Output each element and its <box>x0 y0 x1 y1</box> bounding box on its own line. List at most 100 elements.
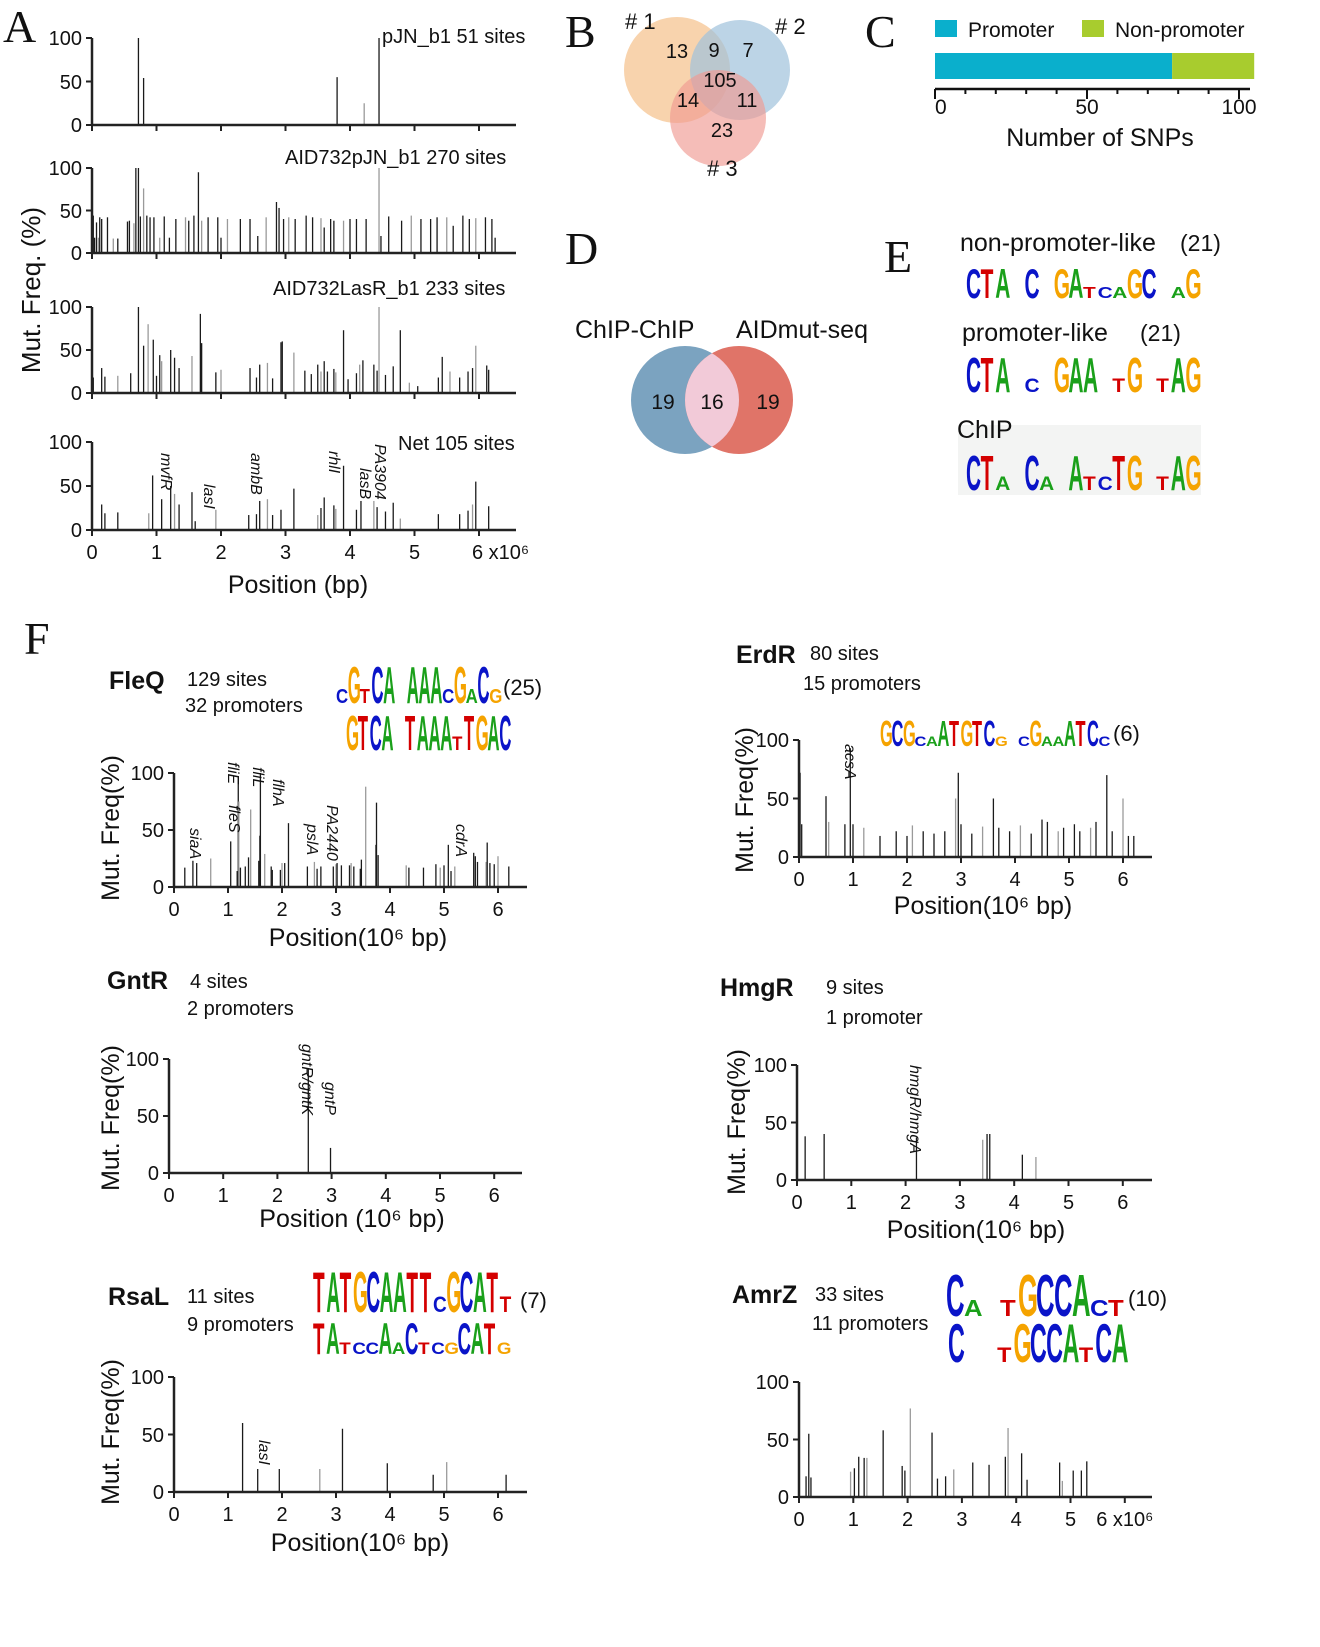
logo-letter: C <box>966 260 981 307</box>
x-tick-label: 4 <box>344 542 356 565</box>
logo-letter: T <box>1083 283 1096 301</box>
x-axis-label: Position(10⁶ bp) <box>893 891 1073 920</box>
logo-letter: T <box>981 349 994 404</box>
y-tick-label: 0 <box>777 1487 789 1510</box>
legend-swatch-promoter <box>935 20 957 37</box>
gene-label: PA2440 <box>322 804 340 861</box>
logo-letter: C <box>1025 447 1040 502</box>
venn-replicates <box>624 17 790 166</box>
y-tick-label: 50 <box>141 1424 164 1447</box>
sites-count: 4 sites <box>190 971 248 994</box>
logo-letter: A <box>926 734 938 750</box>
logo-letter: C <box>366 1339 380 1358</box>
x-tick-label: 6 <box>492 1504 504 1527</box>
gene-label: pslA <box>303 824 320 856</box>
y-tick-label: 50 <box>764 1112 787 1135</box>
x-axis-label: Position(10⁶ bp) <box>886 1215 1066 1244</box>
chart-erdr <box>793 739 1152 863</box>
set-label: AIDmut-seq <box>736 315 868 344</box>
logo-letter: G <box>880 712 893 753</box>
logo-letter: G <box>1013 1313 1031 1374</box>
logo-letter: A <box>471 1315 485 1364</box>
sites-count: 129 sites <box>187 669 268 692</box>
gene-label: lasI <box>255 1440 273 1466</box>
x-tick-label: 0 <box>935 95 947 119</box>
venn-chip-vs-aidmut <box>631 346 793 454</box>
chart-title: pJN_b1 51 sites <box>382 26 526 49</box>
gene-label: gntP <box>321 1081 339 1115</box>
logo-letter: T <box>1083 474 1096 495</box>
x-axis-label: Position(10⁶ bp) <box>268 923 448 952</box>
x-tick-label: 4 <box>384 1504 396 1527</box>
y-tick-label: 50 <box>766 1429 789 1452</box>
x-tick-label: 2 <box>276 1504 288 1527</box>
promoters-count: 9 promoters <box>187 1314 294 1337</box>
logo-letter: A <box>393 1261 407 1325</box>
logo-letter: T <box>340 1261 352 1325</box>
logo-letter: C <box>371 657 383 715</box>
logo-letter: A <box>379 1315 393 1364</box>
logo-letter: A <box>487 706 499 761</box>
y-tick-label: 100 <box>130 763 164 786</box>
regulator-name: AmrZ <box>732 1280 798 1309</box>
sequence-logo: C GT C A A A A C GA C G <box>336 657 502 715</box>
chart-title: AID732pJN_b1 270 sites <box>285 147 507 170</box>
y-axis-label: Mut. Freq(%) <box>96 755 125 901</box>
motif-site-count: (6) <box>1113 720 1140 746</box>
x-tick-label: 1 <box>845 1192 857 1215</box>
logo-letter: C <box>966 447 981 502</box>
chart-rsal <box>168 1376 527 1498</box>
logo-letter: A <box>326 1261 340 1325</box>
sequence-logo: GT C A T A A A T T GA C <box>346 706 511 761</box>
y-tick-label: 0 <box>152 877 164 900</box>
chart-c <box>934 20 1255 99</box>
legend-label: Promoter <box>968 18 1055 42</box>
region-count: 14 <box>676 90 700 113</box>
promoters-count: 32 promoters <box>185 695 303 718</box>
x-tick-label: 6 <box>492 899 504 922</box>
x-tick-label: 6 x10⁶ <box>472 542 530 565</box>
y-tick-label: 0 <box>775 1170 787 1193</box>
y-tick-label: 100 <box>755 1372 789 1395</box>
logo-letter: G <box>454 657 467 715</box>
logo-letter: G <box>476 706 489 761</box>
x-tick-label: 2 <box>271 1185 283 1208</box>
regulator-name: ErdR <box>736 640 796 669</box>
logo-letter: G <box>1054 260 1070 307</box>
x-axis-label: Position (bp) <box>227 570 369 599</box>
logo-letter: C <box>946 1261 965 1329</box>
x-tick-label: 5 <box>438 1504 450 1527</box>
promoters-count: 11 promoters <box>812 1313 929 1336</box>
bar-non-promoter <box>1172 53 1255 79</box>
chart-gntr <box>163 1058 522 1179</box>
logo-letter: A <box>1041 734 1053 750</box>
logo-letter: A <box>964 1296 983 1321</box>
gene-label: fliL <box>249 767 266 788</box>
motif-site-count: (7) <box>520 1287 547 1313</box>
y-tick-label: 100 <box>48 297 82 320</box>
x-tick-label: 1 <box>222 1504 234 1527</box>
logo-count: (21) <box>1180 230 1221 257</box>
chart-a3 <box>86 306 516 399</box>
x-axis-label: Position(10⁶ bp) <box>270 1528 450 1557</box>
x-tick-label: 0 <box>168 1504 180 1527</box>
sites-count: 11 sites <box>187 1286 255 1309</box>
x-tick-label: 4 <box>1010 1509 1022 1532</box>
y-tick-label: 100 <box>48 28 82 51</box>
promoters-count: 15 promoters <box>803 673 921 696</box>
x-tick-label: 100 <box>1221 95 1257 119</box>
logo-letter: G <box>1030 712 1043 753</box>
logo-letter: A <box>1063 1313 1080 1374</box>
y-tick-label: 0 <box>152 1482 164 1505</box>
logo-letter: C <box>1025 260 1040 307</box>
x-tick-label: 3 <box>330 1504 342 1527</box>
bar-promoter <box>935 53 1173 79</box>
panel-letter: A <box>3 1 37 53</box>
logo-letter: G <box>1185 260 1201 307</box>
logo-count: (21) <box>1140 320 1181 347</box>
y-tick-label: 50 <box>141 820 164 843</box>
panel-letter: E <box>884 231 913 283</box>
logo-letter: C <box>1030 1313 1047 1374</box>
region-count: 9 <box>708 40 720 63</box>
logo-letter: T <box>405 706 415 761</box>
